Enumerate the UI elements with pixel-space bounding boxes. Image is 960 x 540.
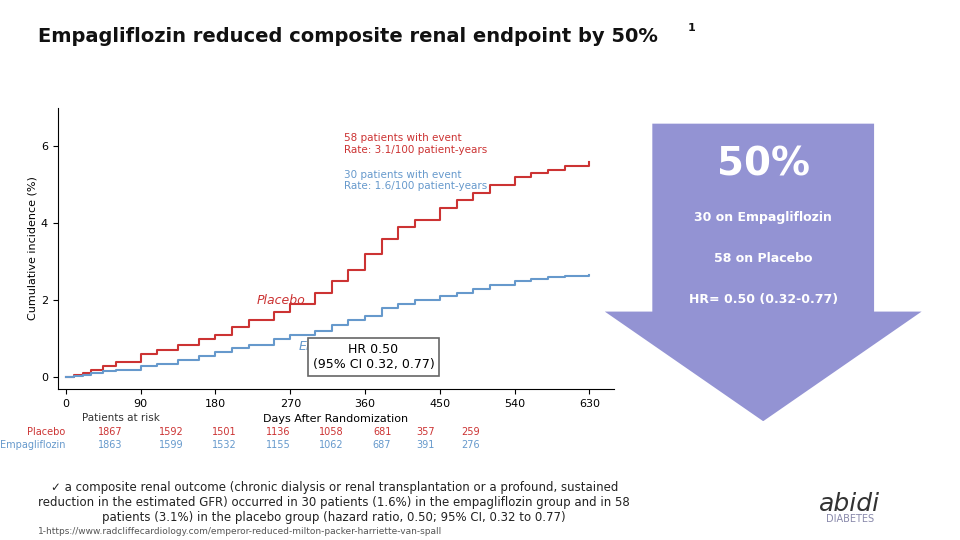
Y-axis label: Cumulative incidence (%): Cumulative incidence (%) — [28, 177, 38, 320]
Text: Placebo: Placebo — [27, 427, 65, 437]
X-axis label: Days After Randomization: Days After Randomization — [263, 414, 409, 424]
Text: ✓ a composite renal outcome (chronic dialysis or renal transplantation or a prof: ✓ a composite renal outcome (chronic dia… — [38, 481, 630, 524]
Text: 1-https://www.radcliffecardiology.com/emperor-reduced-milton-packer-harriette-va: 1-https://www.radcliffecardiology.com/em… — [38, 526, 443, 536]
Text: 681: 681 — [372, 427, 392, 437]
Text: 687: 687 — [372, 440, 392, 450]
Text: 58 on Placebo: 58 on Placebo — [714, 252, 812, 265]
Text: 1863: 1863 — [98, 440, 123, 450]
Text: 1501: 1501 — [212, 427, 237, 437]
Text: Patients at risk: Patients at risk — [82, 413, 159, 423]
Text: 1592: 1592 — [158, 427, 183, 437]
Text: HR= 0.50 (0.32-0.77): HR= 0.50 (0.32-0.77) — [688, 293, 838, 306]
Text: Empagliflozin: Empagliflozin — [0, 440, 65, 450]
Text: Empagliflozin: Empagliflozin — [299, 340, 382, 353]
Text: 391: 391 — [416, 440, 435, 450]
Text: 1062: 1062 — [319, 440, 344, 450]
Text: 1: 1 — [687, 23, 695, 33]
Text: 30 patients with event
Rate: 1.6/100 patient-years: 30 patients with event Rate: 1.6/100 pat… — [345, 170, 488, 191]
Text: 276: 276 — [461, 440, 480, 450]
Text: 50%: 50% — [717, 145, 809, 184]
Text: 1532: 1532 — [212, 440, 237, 450]
Text: 1867: 1867 — [98, 427, 123, 437]
Text: Empagliflozin reduced composite renal endpoint by 50%: Empagliflozin reduced composite renal en… — [38, 27, 659, 46]
Text: Placebo: Placebo — [257, 294, 306, 307]
Polygon shape — [605, 124, 922, 421]
Text: 1058: 1058 — [319, 427, 344, 437]
Text: 1136: 1136 — [266, 427, 291, 437]
Text: 259: 259 — [461, 427, 480, 437]
Text: 30 on Empagliflozin: 30 on Empagliflozin — [694, 211, 832, 224]
Text: 357: 357 — [416, 427, 435, 437]
Text: 58 patients with event
Rate: 3.1/100 patient-years: 58 patients with event Rate: 3.1/100 pat… — [345, 133, 488, 154]
Text: 1155: 1155 — [266, 440, 291, 450]
Text: abidi: abidi — [819, 492, 880, 516]
Text: HR 0.50
(95% CI 0.32, 0.77): HR 0.50 (95% CI 0.32, 0.77) — [313, 343, 434, 372]
Text: 1599: 1599 — [158, 440, 183, 450]
Text: DIABETES: DIABETES — [826, 514, 874, 524]
